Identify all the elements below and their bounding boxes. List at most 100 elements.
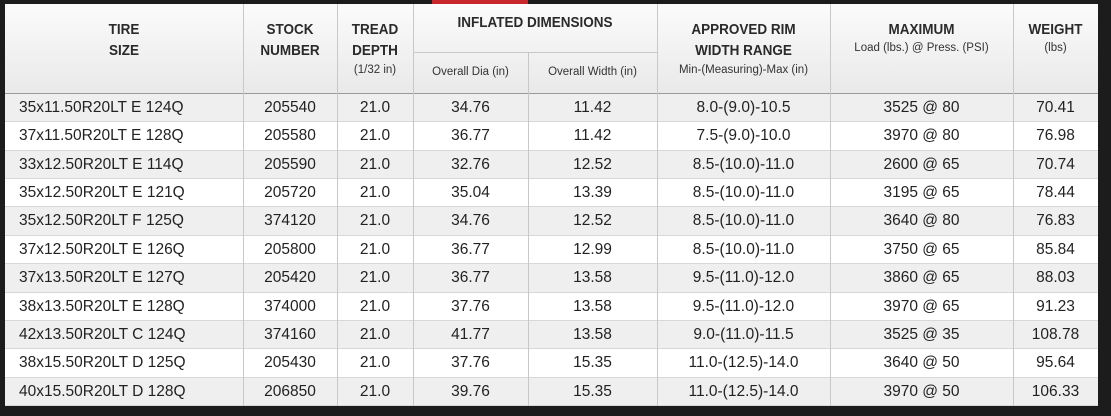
table-cell: 36.77: [451, 240, 490, 258]
column-divider: [337, 4, 338, 406]
table-cell: 9.5-(11.0)-12.0: [692, 269, 795, 287]
header-text: NUMBER: [260, 42, 320, 59]
table-cell: 37.76: [451, 354, 490, 372]
header-note: Overall Dia (in): [432, 66, 509, 78]
column-divider: [1013, 4, 1014, 406]
table-cell: 35x12.50R20LT F 125Q: [19, 212, 184, 230]
table-cell: 374160: [264, 325, 316, 343]
table-row: 37x13.50R20LT E 127Q 205420 21.0 36.77 13.58…: [5, 264, 1098, 293]
table-cell: 3640 @ 80: [883, 212, 960, 230]
table-cell: 95.64: [1036, 354, 1075, 372]
table-cell: 39.76: [451, 382, 490, 400]
table-row: 38x15.50R20LT D 125Q 205430 21.0 37.76 15.35…: [5, 349, 1098, 378]
header-note: (lbs): [1044, 42, 1067, 54]
column-divider: [528, 52, 529, 406]
table-cell: 205430: [264, 354, 316, 372]
table-cell: 37x11.50R20LT E 128Q: [19, 127, 184, 145]
table-cell: 36.77: [451, 269, 490, 287]
header-text: TIRE: [108, 21, 140, 38]
table-cell: 13.58: [573, 297, 612, 315]
table-cell: 374120: [264, 212, 316, 230]
header-text: SIZE: [108, 42, 140, 59]
header-note: Load (lbs.) @ Press. (PSI): [854, 42, 989, 54]
table-cell: 21.0: [359, 325, 391, 343]
table-cell: 15.35: [573, 382, 612, 400]
table-cell: 38x13.50R20LT E 128Q: [19, 297, 185, 315]
table-cell: 11.42: [573, 99, 612, 116]
table-cell: 91.23: [1036, 297, 1075, 315]
table-cell: 21.0: [359, 297, 391, 315]
header-text: WEIGHT: [1028, 21, 1083, 38]
table-cell: 76.83: [1036, 212, 1075, 230]
table-cell: 35x12.50R20LT E 121Q: [19, 184, 185, 202]
table-cell: 3970 @ 50: [883, 382, 960, 400]
table-cell: 8.5-(10.0)-11.0: [692, 212, 795, 230]
header-note: Overall Width (in): [548, 66, 637, 78]
table-cell: 11.0-(12.5)-14.0: [688, 354, 799, 372]
table-cell: 21.0: [359, 354, 391, 372]
header-note: (1/32 in): [353, 64, 397, 76]
table-cell: 374000: [264, 297, 316, 315]
column-divider: [830, 4, 831, 406]
table-cell: 21.0: [359, 127, 391, 145]
table-cell: 88.03: [1036, 269, 1075, 287]
column-divider: [243, 4, 244, 406]
table-cell: 8.5-(10.0)-11.0: [692, 184, 795, 202]
table-cell: 21.0: [359, 99, 391, 116]
table-cell: 108.78: [1031, 325, 1080, 343]
table-cell: 12.52: [573, 155, 612, 173]
table-cell: 21.0: [359, 212, 391, 230]
table-cell: 78.44: [1036, 184, 1075, 202]
table-row: 35x11.50R20LT E 124Q 205540 21.0 34.76 11.42…: [5, 94, 1098, 123]
accent-bar: [432, 0, 528, 4]
header-text: INFLATED DIMENSIONS: [457, 14, 613, 31]
table-cell: 40x15.50R20LT D 128Q: [19, 382, 186, 400]
table-cell: 35x11.50R20LT E 124Q: [19, 99, 184, 116]
table-cell: 13.39: [573, 184, 612, 202]
table-row: 42x13.50R20LT C 124Q 374160 21.0 41.77 13.58…: [5, 320, 1098, 350]
header-text: STOCK: [266, 21, 314, 38]
table-cell: 34.76: [451, 99, 490, 116]
header-text: APPROVED RIM: [691, 21, 796, 38]
table-cell: 8.5-(10.0)-11.0: [692, 155, 795, 173]
table-cell: 205420: [264, 269, 316, 287]
table-cell: 8.0-(9.0)-10.5: [696, 99, 791, 116]
header-text: WIDTH RANGE: [695, 42, 792, 59]
table-cell: 21.0: [359, 155, 391, 173]
spec-table: TIRE SIZE STOCK NUMBER TREAD DEPTH (1/32…: [5, 4, 1098, 406]
table-cell: 3640 @ 50: [883, 354, 960, 372]
table-cell: 41.77: [451, 325, 490, 343]
table-row: 38x13.50R20LT E 128Q 374000 21.0 37.76 13.58…: [5, 292, 1098, 321]
header-text: MAXIMUM: [888, 21, 955, 38]
table-cell: 37x13.50R20LT E 127Q: [19, 269, 185, 287]
divider: [413, 52, 657, 53]
table-cell: 205720: [264, 184, 316, 202]
table-cell: 37.76: [451, 297, 490, 315]
table-cell: 34.76: [451, 212, 490, 230]
table-cell: 70.41: [1036, 99, 1075, 116]
header-note: Min-(Measuring)-Max (in): [678, 64, 809, 76]
table-cell: 9.5-(11.0)-12.0: [692, 297, 795, 315]
column-divider: [657, 4, 658, 406]
table-cell: 106.33: [1031, 382, 1080, 400]
table-cell: 3525 @ 35: [883, 325, 960, 343]
table-row: 35x12.50R20LT E 121Q 205720 21.0 35.04 13.39…: [5, 179, 1098, 208]
table-cell: 2600 @ 65: [883, 155, 960, 173]
table-row: 37x12.50R20LT E 126Q 205800 21.0 36.77 12.99…: [5, 235, 1098, 265]
header-text: TREAD: [351, 21, 399, 38]
column-divider: [413, 4, 414, 406]
table-row: 40x15.50R20LT D 128Q 206850 21.0 39.76 15.35…: [5, 377, 1098, 406]
table-cell: 21.0: [359, 240, 391, 258]
table-cell: 42x13.50R20LT C 124Q: [19, 325, 186, 343]
table-cell: 12.52: [573, 212, 612, 230]
table-cell: 38x15.50R20LT D 125Q: [19, 354, 186, 372]
table-row: 33x12.50R20LT E 114Q 205590 21.0 32.76 12.52…: [5, 150, 1098, 180]
table-cell: 3525 @ 80: [883, 99, 960, 116]
table-cell: 205580: [264, 127, 316, 145]
table-cell: 70.74: [1036, 155, 1075, 173]
table-cell: 32.76: [451, 155, 490, 173]
table-cell: 3195 @ 65: [883, 184, 960, 202]
table-cell: 35.04: [451, 184, 490, 202]
table-cell: 206850: [264, 382, 316, 400]
